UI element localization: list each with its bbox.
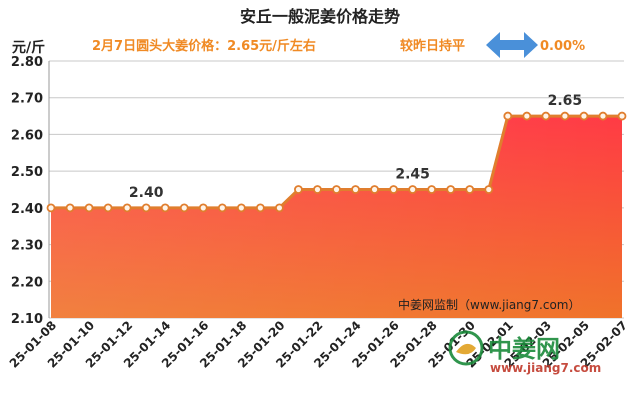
data-point — [141, 203, 151, 213]
data-point — [503, 111, 513, 121]
area-shade — [51, 116, 622, 318]
data-point — [427, 185, 437, 194]
data-label: 2.40 — [129, 185, 164, 201]
data-point — [389, 185, 399, 194]
data-point — [65, 203, 75, 213]
change-percent: 0.00% — [540, 39, 585, 54]
data-label: 2.65 — [548, 93, 583, 109]
data-point — [351, 185, 360, 194]
watermark-text: 中姜网 — [488, 335, 560, 363]
data-point — [465, 185, 475, 194]
data-point — [541, 111, 551, 121]
compare-text: 较昨日持平 — [400, 38, 465, 54]
ginger-leaf-icon — [456, 343, 476, 355]
data-point — [294, 185, 303, 194]
watermark-logo: 中姜网 www.jiang7.com — [448, 330, 601, 375]
data-point — [313, 185, 322, 194]
data-point — [484, 185, 494, 194]
data-point — [122, 203, 132, 213]
data-labels: 2.40 2.45 2.65 — [129, 93, 582, 201]
chart-title: 安丘一般泥姜价格走势 — [240, 7, 400, 26]
double-arrow-icon — [486, 32, 538, 58]
data-point — [217, 203, 227, 213]
data-points — [46, 111, 627, 213]
data-point — [522, 111, 532, 121]
data-point — [617, 111, 627, 121]
y-tick-label: 2.30 — [11, 239, 43, 254]
data-point — [46, 203, 56, 213]
data-point — [579, 111, 589, 121]
y-tick-label: 2.10 — [11, 312, 43, 327]
y-tick-label: 2.40 — [11, 202, 43, 217]
data-point — [408, 185, 418, 194]
data-point — [198, 203, 208, 213]
data-point — [446, 185, 456, 194]
y-tick-label: 2.70 — [11, 92, 43, 107]
y-axis-unit: 元/斤 — [12, 39, 45, 56]
data-point — [179, 203, 189, 213]
data-point — [160, 203, 170, 213]
ginger-logo-icon — [448, 330, 484, 366]
data-point — [236, 203, 246, 213]
data-point — [274, 203, 284, 213]
data-point — [332, 185, 341, 194]
data-point — [103, 203, 113, 213]
data-label: 2.45 — [395, 167, 430, 183]
y-tick-label: 2.60 — [11, 128, 43, 143]
y-tick-label: 2.80 — [11, 55, 43, 70]
data-point — [255, 203, 265, 213]
data-point — [560, 111, 570, 121]
y-tick-label: 2.20 — [11, 275, 43, 290]
credit-text: 中姜网监制（www.jiang7.com） — [398, 297, 580, 312]
price-summary: 2月7日圆头大姜价格：2.65元/斤左右 — [92, 38, 316, 54]
y-tick-label: 2.50 — [11, 165, 43, 180]
watermark-url: www.jiang7.com — [490, 361, 601, 375]
data-point — [370, 185, 379, 194]
data-point — [598, 111, 608, 121]
data-point — [84, 203, 94, 213]
area-layer — [51, 114, 622, 318]
y-axis-ticks: 2.80 2.70 2.60 2.50 2.40 2.30 2.20 2.10 — [11, 55, 43, 327]
